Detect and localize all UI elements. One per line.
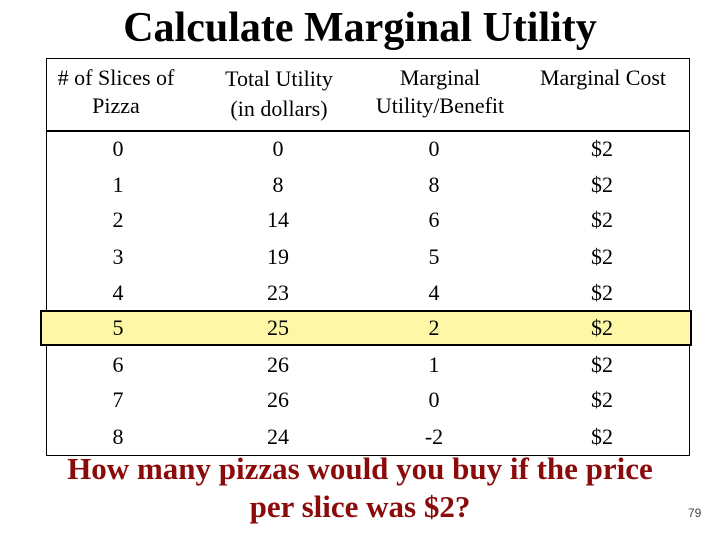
header-marginal-cost-line1: Marginal Cost xyxy=(539,65,667,90)
table-cell: 2 xyxy=(112,207,124,232)
table-cell: 4 xyxy=(112,280,124,305)
header-marginal-utility-line1: Marginal xyxy=(399,65,481,90)
slide-title: Calculate Marginal Utility xyxy=(123,5,597,51)
table-cell: 0 xyxy=(428,387,440,412)
header-slices: # of Slices of Pizza xyxy=(52,64,180,120)
table-cell: 0 xyxy=(112,136,124,161)
utility-table xyxy=(46,58,690,456)
table-cell: 19 xyxy=(267,244,289,269)
header-marginal-utility: Marginal Utility/Benefit xyxy=(360,64,520,120)
header-marginal-utility-line2: Utility/Benefit xyxy=(375,93,505,118)
header-divider xyxy=(46,130,690,132)
question-text: How many pizzas would you buy if the pri… xyxy=(0,450,720,526)
table-cell: 8 xyxy=(112,424,124,449)
table-cell: 5 xyxy=(428,244,440,269)
table-cell: 1 xyxy=(428,352,440,377)
table-cell: 26 xyxy=(267,387,289,412)
table-cell: $2 xyxy=(591,172,613,197)
table-cell: $2 xyxy=(591,352,613,377)
table-cell: $2 xyxy=(591,207,613,232)
table-cell: 6 xyxy=(112,352,124,377)
table-cell: -2 xyxy=(424,424,444,449)
table-cell: 2 xyxy=(428,315,440,340)
header-marginal-cost: Marginal Cost xyxy=(520,64,686,92)
table-cell: $2 xyxy=(591,244,613,269)
table-cell: 3 xyxy=(112,244,124,269)
header-slices-line2: Pizza xyxy=(92,93,140,118)
table-cell: 24 xyxy=(267,424,289,449)
header-slices-line1: # of Slices of xyxy=(57,65,175,90)
table-cell: $2 xyxy=(591,315,613,340)
table-cell: 0 xyxy=(428,136,440,161)
table-cell: 6 xyxy=(428,207,440,232)
question-line1: How many pizzas would you buy if the pri… xyxy=(67,451,653,486)
question-line2: per slice was $2? xyxy=(249,489,471,524)
table-cell: 5 xyxy=(112,315,124,340)
table-cell: $2 xyxy=(591,387,613,412)
table-cell: 1 xyxy=(112,172,124,197)
table-cell: 25 xyxy=(267,315,289,340)
table-cell: 4 xyxy=(428,280,440,305)
table-cell: 0 xyxy=(272,136,284,161)
table-cell: 14 xyxy=(267,207,289,232)
table-cell: $2 xyxy=(591,280,613,305)
highlighted-row xyxy=(40,310,692,346)
header-total-utility-line2: (in dollars) xyxy=(230,96,328,121)
table-cell: 8 xyxy=(272,172,284,197)
page-number: 79 xyxy=(688,506,702,520)
header-total-utility: Total Utility (in dollars) xyxy=(206,64,352,124)
table-cell: 23 xyxy=(267,280,289,305)
table-cell: 7 xyxy=(112,387,124,412)
table-cell: 8 xyxy=(428,172,440,197)
table-cell: $2 xyxy=(591,424,613,449)
header-total-utility-line1: Total Utility xyxy=(225,66,333,91)
table-cell: $2 xyxy=(591,136,613,161)
table-cell: 26 xyxy=(267,352,289,377)
